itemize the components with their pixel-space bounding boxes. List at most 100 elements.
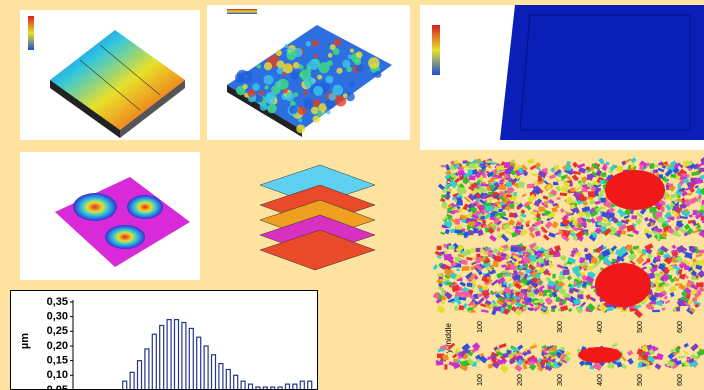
grain	[441, 295, 447, 301]
grain	[465, 211, 475, 220]
grain	[690, 343, 699, 352]
grain	[627, 357, 634, 365]
grain	[520, 213, 527, 218]
grain	[476, 358, 481, 363]
grain	[574, 176, 579, 180]
x-tick-label: 500	[637, 321, 644, 333]
grain	[533, 200, 541, 207]
grain	[671, 358, 678, 363]
grain	[451, 205, 458, 212]
grain	[507, 304, 512, 310]
grain	[679, 216, 688, 219]
grain	[445, 183, 450, 190]
grain	[523, 351, 529, 357]
grain	[560, 254, 567, 262]
grain	[482, 173, 487, 179]
grain	[641, 248, 647, 255]
grain	[507, 277, 513, 283]
grain	[462, 248, 472, 257]
grain	[518, 167, 524, 174]
grain	[698, 230, 704, 239]
grain	[684, 350, 689, 356]
grain	[457, 356, 462, 360]
grain	[551, 291, 558, 298]
grain	[509, 255, 518, 263]
grain	[586, 265, 595, 271]
grain	[673, 162, 680, 170]
grain	[619, 245, 628, 254]
grain	[440, 164, 447, 168]
grain	[582, 281, 588, 288]
grain	[569, 216, 576, 223]
grain	[578, 290, 584, 294]
grain	[559, 192, 567, 197]
grain	[554, 164, 560, 171]
grain	[676, 244, 685, 254]
grain	[488, 253, 494, 258]
bump	[282, 71, 287, 76]
grain	[483, 257, 491, 265]
grain	[505, 255, 511, 259]
grain	[479, 256, 487, 262]
grain	[493, 306, 502, 312]
grain	[689, 307, 696, 313]
grain	[598, 157, 605, 165]
grain	[570, 187, 576, 193]
bar	[151, 333, 157, 389]
grain	[586, 302, 596, 313]
grain	[541, 359, 549, 363]
grain	[581, 184, 588, 188]
grain	[688, 357, 695, 364]
grain	[697, 269, 704, 279]
grain	[689, 187, 695, 194]
grain	[592, 232, 598, 238]
grain	[684, 301, 691, 308]
grain	[661, 175, 667, 182]
grain	[646, 258, 651, 263]
grain	[467, 229, 475, 236]
grain	[652, 309, 660, 313]
grain	[543, 270, 551, 276]
grain	[494, 201, 501, 206]
grain	[538, 189, 544, 194]
grain	[601, 248, 611, 258]
grain	[663, 283, 670, 287]
fea-panel	[420, 5, 704, 150]
grain	[494, 194, 499, 199]
grain	[501, 216, 509, 221]
grain	[561, 234, 570, 242]
grain	[600, 197, 607, 203]
x-tick-label: 400	[597, 321, 604, 333]
grain	[603, 227, 612, 237]
x-tick-label: 300	[557, 321, 564, 333]
grain	[597, 303, 608, 313]
grain	[517, 292, 525, 300]
grain	[543, 289, 552, 294]
grain	[523, 273, 529, 280]
bar	[292, 383, 298, 389]
grain	[518, 271, 524, 276]
grain	[471, 213, 479, 220]
grain	[663, 256, 671, 264]
grain	[601, 165, 608, 172]
grain	[539, 211, 545, 214]
grain	[678, 261, 687, 270]
roughness	[227, 9, 392, 137]
grain	[535, 166, 541, 171]
grain	[441, 188, 447, 194]
grain	[445, 269, 455, 278]
grain	[673, 278, 680, 282]
grain	[601, 172, 607, 178]
grain	[622, 306, 627, 311]
grain	[610, 216, 619, 224]
grain	[542, 195, 549, 200]
grain	[560, 298, 567, 305]
grain	[550, 305, 557, 310]
grain	[496, 299, 505, 307]
grain	[642, 296, 650, 303]
grain	[606, 306, 614, 312]
x-tick-label: 500	[637, 374, 644, 386]
bump	[349, 48, 355, 53]
grain	[468, 186, 476, 192]
grain	[466, 224, 471, 231]
